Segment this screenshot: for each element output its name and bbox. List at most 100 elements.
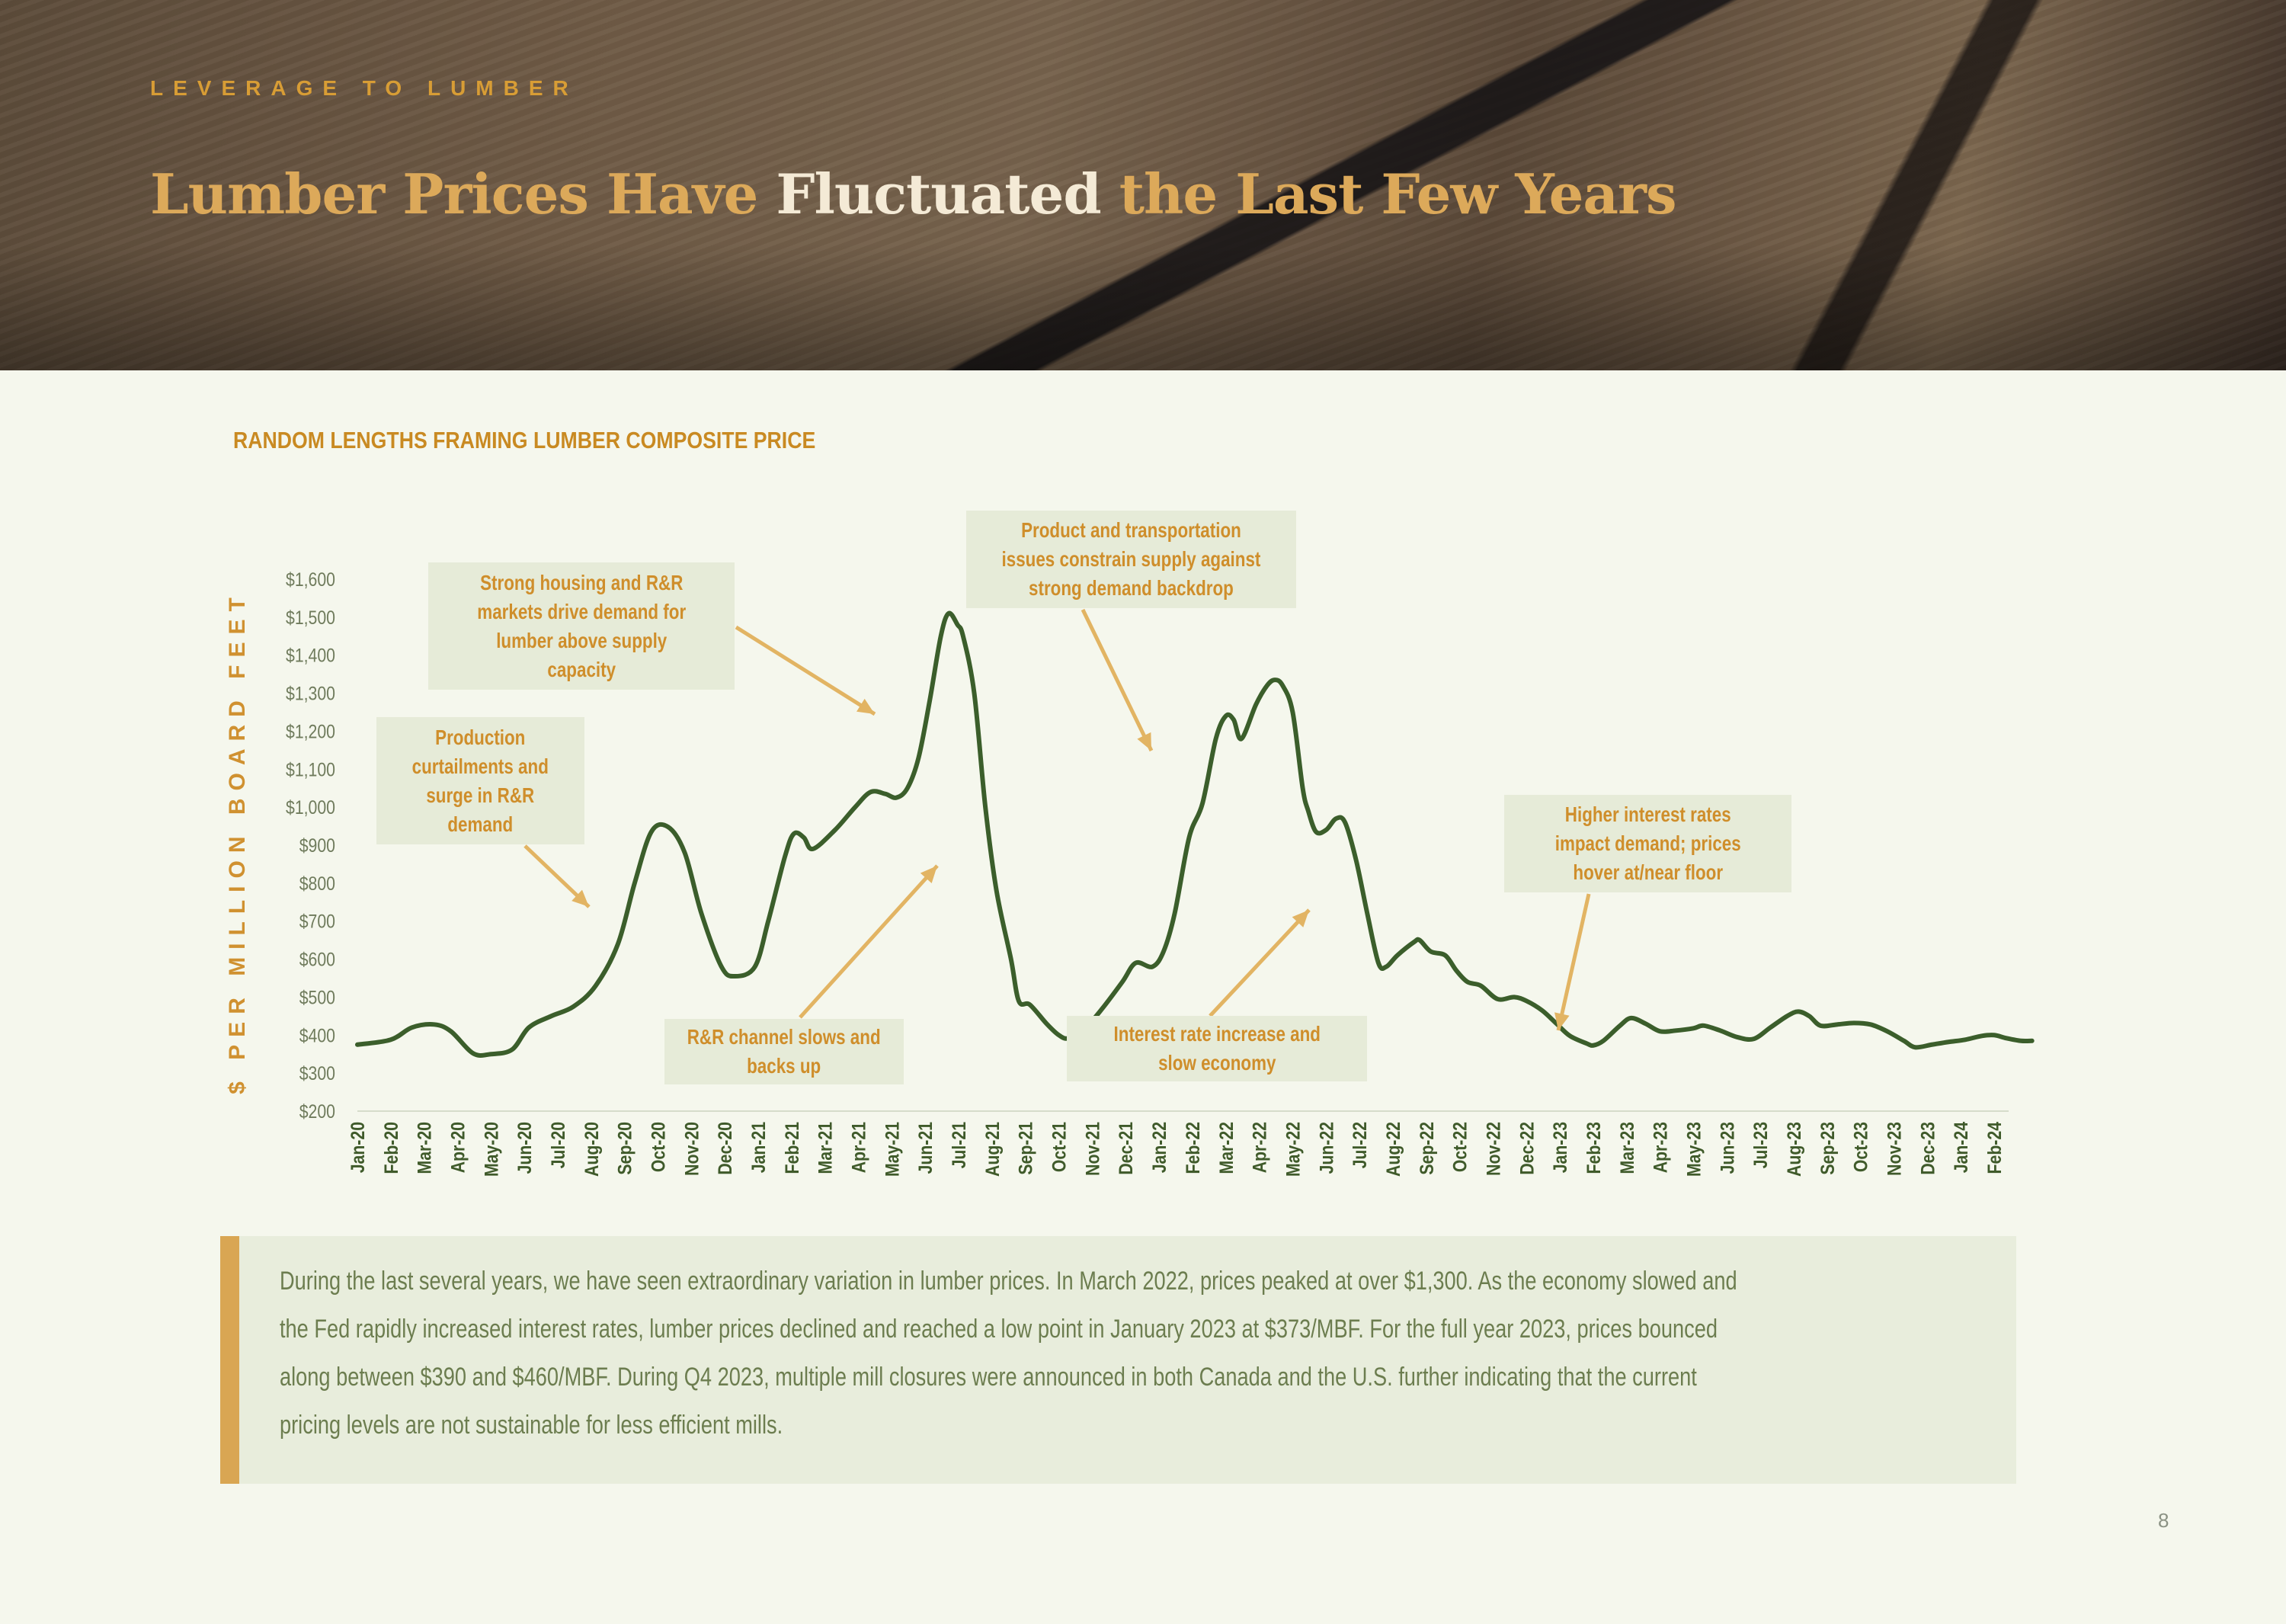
x-tick-label: Nov-23 <box>1884 1122 1905 1176</box>
annotation-arrow <box>799 864 939 1019</box>
chart-title: RANDOM LENGTHS FRAMING LUMBER COMPOSITE … <box>233 427 816 453</box>
arrowhead-icon <box>1137 732 1151 751</box>
x-tick-label: Apr-22 <box>1249 1122 1270 1173</box>
x-tick-label: May-21 <box>882 1122 903 1177</box>
y-tick-label: $1,500 <box>286 607 335 628</box>
x-tick-label: Dec-23 <box>1917 1122 1939 1175</box>
commentary-line: During the last several years, we have s… <box>280 1267 1737 1296</box>
x-tick-label: Sep-21 <box>1015 1122 1036 1175</box>
annotation-line: impact demand; prices <box>1554 831 1741 855</box>
annotation-line: R&R channel slows and <box>687 1025 881 1049</box>
x-tick-label: Dec-21 <box>1116 1122 1137 1175</box>
annotation-production-curtailments: Production curtailments and surge in R&R de… <box>376 717 584 844</box>
arrowhead-icon <box>920 866 937 884</box>
x-tick-label: Sep-20 <box>614 1122 636 1175</box>
x-tick-label: Mar-22 <box>1215 1122 1237 1174</box>
y-tick-label: $300 <box>299 1063 335 1084</box>
commentary-line: along between $390 and $460/MBF. During … <box>280 1363 1697 1392</box>
annotation-line: capacity <box>547 657 616 681</box>
annotation-line: strong demand backdrop <box>1029 576 1234 600</box>
x-tick-label: Jul-20 <box>547 1122 568 1168</box>
x-tick-label: Jul-21 <box>948 1122 969 1168</box>
annotation-arrow <box>735 625 876 716</box>
annotation-arrow <box>1209 908 1311 1017</box>
x-tick-label: Sep-22 <box>1416 1122 1437 1175</box>
x-tick-label: Sep-23 <box>1817 1122 1838 1175</box>
x-tick-label: Feb-23 <box>1583 1122 1604 1174</box>
x-tick-label: Aug-21 <box>981 1122 1003 1177</box>
commentary-line: the Fed rapidly increased interest rates… <box>280 1315 1718 1344</box>
x-tick-label: Dec-22 <box>1516 1122 1538 1175</box>
price-line <box>355 610 2035 1058</box>
x-tick-label: Dec-20 <box>715 1122 736 1175</box>
annotation-line: surge in R&R <box>426 783 535 807</box>
y-tick-label: $200 <box>299 1100 335 1122</box>
x-tick-label: Jun-20 <box>514 1122 536 1174</box>
x-tick-label: Oct-23 <box>1850 1122 1871 1172</box>
y-tick-label: $1,400 <box>286 645 335 666</box>
x-tick-label: Aug-20 <box>581 1122 602 1177</box>
commentary-accent-bar <box>220 1236 239 1484</box>
page-number: 8 <box>2158 1509 2169 1532</box>
annotation-line: lumber above supply <box>495 628 668 652</box>
title-part-2: the Last Few Years <box>1100 162 1677 226</box>
annotation-rr-channel: R&R channel slows and backs up <box>664 1019 904 1084</box>
arrowhead-icon <box>572 889 589 907</box>
y-tick-label: $400 <box>299 1025 335 1046</box>
x-tick-label: Mar-23 <box>1616 1122 1638 1174</box>
x-tick-label: Jan-21 <box>748 1122 769 1173</box>
x-tick-label: Apr-23 <box>1650 1122 1671 1173</box>
x-tick-label: Jan-24 <box>1951 1122 1972 1173</box>
annotation-supply-constraint: Product and transportation issues constra… <box>966 511 1296 608</box>
header-banner: LEVERAGE TO LUMBER Lumber Prices Have Fl… <box>0 0 2286 370</box>
x-tick-label: Aug-22 <box>1382 1122 1404 1177</box>
y-tick-label: $500 <box>299 987 335 1008</box>
x-tick-label: Jul-23 <box>1750 1122 1772 1168</box>
x-tick-label: Oct-20 <box>648 1122 669 1172</box>
x-tick-label: Oct-22 <box>1449 1122 1471 1172</box>
y-tick-label: $600 <box>299 949 335 970</box>
y-tick-label: $700 <box>299 911 335 932</box>
annotation-line: Product and transportation <box>1021 518 1241 542</box>
commentary-line: pricing levels are not sustainable for l… <box>280 1411 783 1440</box>
annotation-strong-housing: Strong housing and R&R markets drive dema… <box>428 562 735 690</box>
x-tick-label: Aug-23 <box>1783 1122 1804 1177</box>
annotation-arrow <box>1556 893 1591 1031</box>
annotation-line: markets drive demand for <box>477 599 686 623</box>
x-tick-label: Feb-21 <box>781 1122 802 1174</box>
x-tick-label: Jan-22 <box>1148 1122 1170 1173</box>
x-tick-label: Jun-23 <box>1717 1122 1738 1174</box>
title-part-1: Lumber Prices Have <box>150 162 776 226</box>
x-tick-label: Jun-22 <box>1316 1122 1337 1174</box>
x-tick-label: Jul-22 <box>1349 1122 1370 1168</box>
x-tick-label: Jan-20 <box>347 1122 368 1173</box>
annotation-arrow <box>1081 608 1154 752</box>
x-tick-label: Feb-20 <box>380 1122 402 1174</box>
annotation-line: Higher interest rates <box>1564 802 1731 826</box>
annotation-line: backs up <box>747 1054 821 1078</box>
annotation-higher-rates: Higher interest rates impact demand; pric… <box>1504 795 1791 892</box>
x-tick-label: Feb-22 <box>1182 1122 1203 1174</box>
x-tick-label: Feb-24 <box>1983 1122 2005 1174</box>
y-tick-label: $1,100 <box>286 759 335 780</box>
annotation-line: Interest rate increase and <box>1113 1022 1321 1046</box>
y-tick-label: $1,200 <box>286 721 335 742</box>
y-tick-label: $800 <box>299 873 335 894</box>
commentary-box: During the last several years, we have s… <box>220 1236 2016 1484</box>
x-tick-label: Mar-21 <box>815 1122 836 1174</box>
section-kicker: LEVERAGE TO LUMBER <box>150 76 578 100</box>
annotation-interest-rate: Interest rate increase and slow economy <box>1067 1016 1367 1081</box>
annotation-line: slow economy <box>1157 1051 1276 1075</box>
x-tick-label: Apr-21 <box>848 1122 869 1173</box>
x-tick-label: Mar-20 <box>414 1122 435 1174</box>
y-tick-label: $1,000 <box>286 797 335 818</box>
y-tick-label: $1,300 <box>286 683 335 704</box>
annotation-line: curtailments and <box>411 754 549 778</box>
x-tick-label: Nov-22 <box>1483 1122 1504 1176</box>
x-tick-label: May-23 <box>1683 1122 1705 1177</box>
title-highlight: Fluctuated <box>776 162 1101 226</box>
commentary-text: During the last several years, we have s… <box>280 1257 1926 1449</box>
header-wood-photo <box>0 244 2286 370</box>
x-tick-label: Nov-21 <box>1082 1122 1103 1176</box>
